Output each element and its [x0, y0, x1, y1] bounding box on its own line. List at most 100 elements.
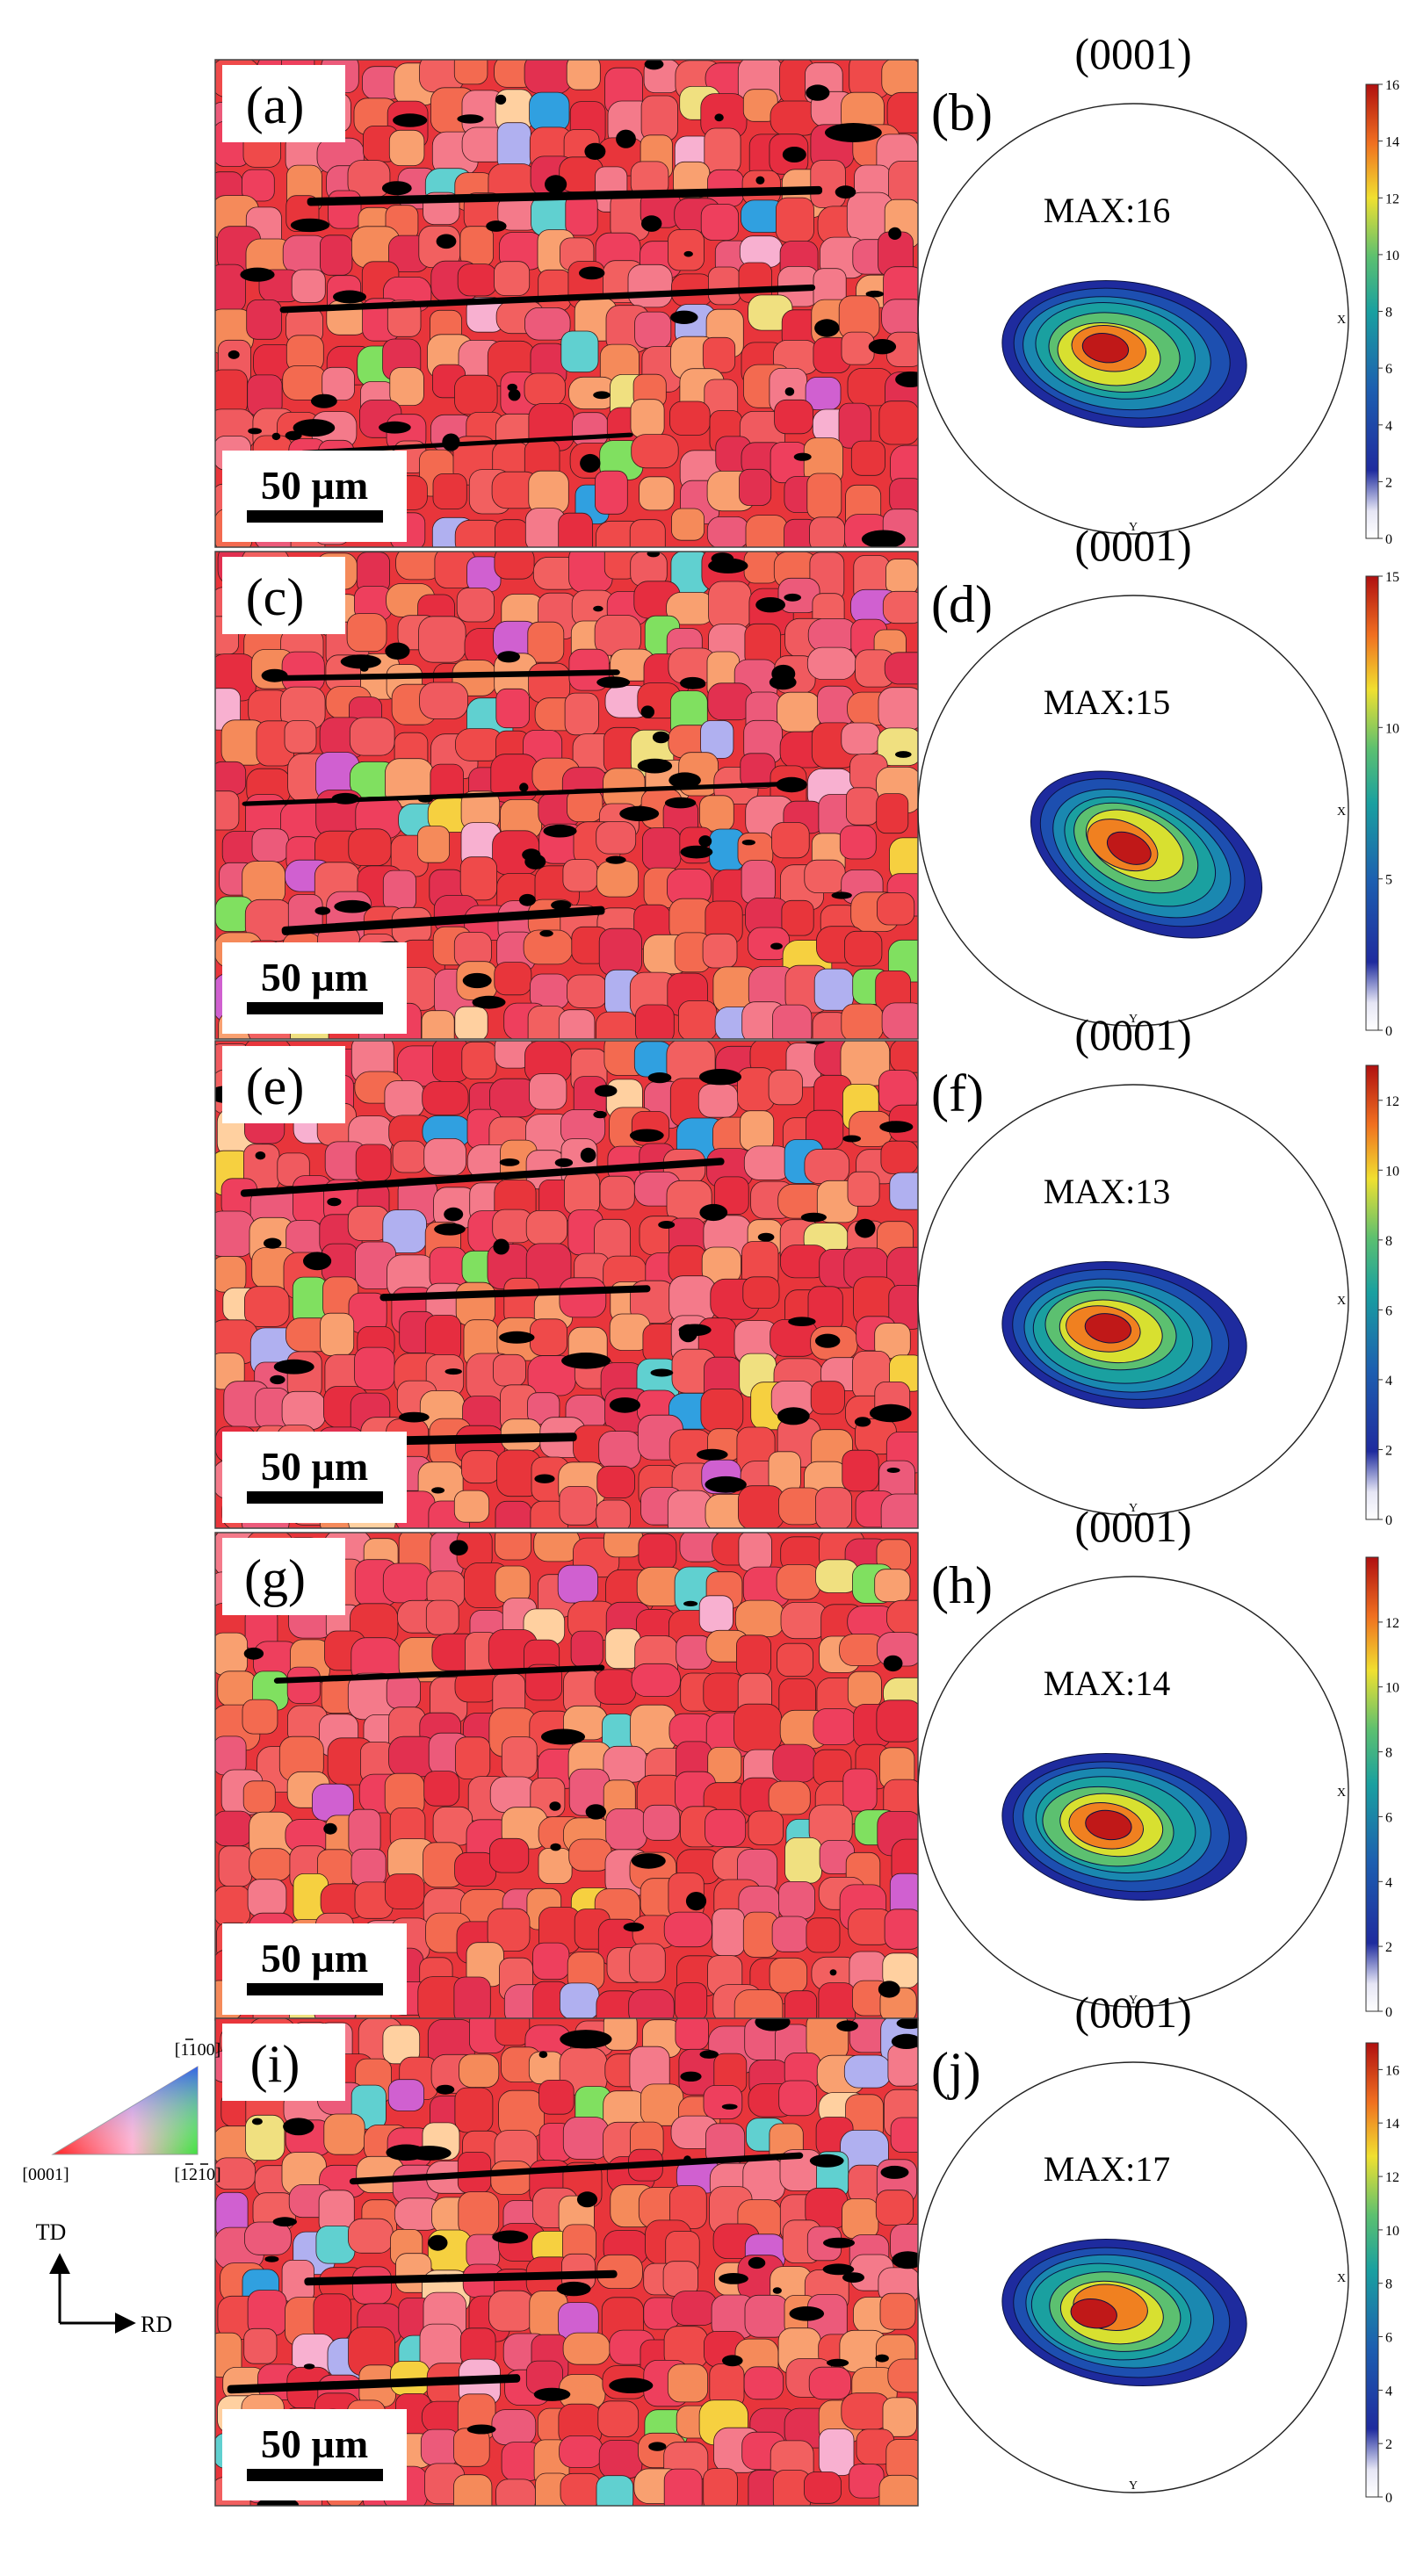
unindexed-spot — [815, 1333, 841, 1348]
unindexed-spot — [699, 2050, 719, 2059]
unindexed-spot — [680, 2071, 702, 2082]
grain — [392, 1140, 426, 1173]
unindexed-spot — [605, 855, 626, 864]
pole-figure-circle — [917, 1576, 1349, 2008]
grain — [878, 400, 918, 445]
grain — [810, 1381, 845, 1415]
grain — [313, 2293, 352, 2341]
grain — [384, 1873, 425, 1909]
pole-figure-x-axis: X — [1337, 2272, 1346, 2285]
grain — [459, 856, 498, 901]
grain — [739, 468, 772, 506]
unindexed-streak — [242, 781, 799, 806]
colorbar-tick-label: 12 — [1385, 1094, 1399, 1109]
grain — [244, 2114, 285, 2161]
colorbar-tick-label: 2 — [1385, 1940, 1392, 1955]
unindexed-spot — [664, 797, 697, 809]
colorbar-tick-label: 10 — [1385, 2224, 1399, 2239]
ebsd-label-box — [222, 1046, 345, 1123]
grain — [532, 1942, 570, 1981]
grain — [678, 1000, 718, 1039]
unindexed-spot — [264, 1237, 282, 1249]
grain — [596, 1499, 631, 1528]
grain — [627, 263, 673, 308]
grain — [699, 795, 734, 832]
grain — [598, 2440, 643, 2479]
grain — [734, 1703, 783, 1753]
grain — [738, 1533, 772, 1572]
grain — [489, 1837, 530, 1873]
unindexed-spot — [650, 1368, 674, 1377]
unindexed-spot — [827, 2358, 849, 2367]
unindexed-spot — [705, 1476, 747, 1493]
grain — [671, 508, 705, 541]
grain — [635, 1004, 675, 1039]
panel-row: (e) 50 µm (0001) (f) MAX:13 X Y 12 10 8 6 4 2 0 — [214, 1010, 1399, 1529]
unindexed-spot — [888, 227, 902, 240]
unindexed-spot — [270, 1375, 285, 1385]
scale-bar-box — [222, 1923, 407, 2015]
grain — [387, 299, 422, 337]
unindexed-spot — [640, 705, 654, 718]
colorbar-tick-label: 0 — [1385, 2005, 1392, 2020]
grain — [243, 1286, 290, 1327]
ebsd-label-box — [222, 2024, 345, 2101]
grain — [454, 374, 498, 415]
grain — [603, 1745, 648, 1783]
grain — [319, 235, 353, 276]
grain — [815, 1559, 859, 1593]
grain — [877, 892, 915, 926]
grain — [881, 299, 918, 336]
pole-figure-x-axis: X — [1337, 1786, 1346, 1800]
unindexed-spot — [698, 835, 712, 848]
grain — [734, 1599, 785, 1637]
grain — [495, 688, 530, 729]
grain — [704, 127, 741, 174]
unindexed-streak — [227, 2374, 521, 2394]
unindexed-spot — [561, 1353, 611, 1369]
grain — [778, 2080, 818, 2117]
grain — [349, 717, 395, 756]
grain — [874, 1569, 911, 1603]
grain — [572, 412, 609, 447]
pole-figure-max: MAX:13 — [1044, 1172, 1170, 1211]
unindexed-spot — [658, 1221, 676, 1229]
grain — [599, 1175, 635, 1210]
pole-figure-contour — [1070, 2298, 1117, 2329]
unindexed-streak — [379, 1285, 651, 1302]
grain — [562, 2117, 610, 2160]
grain — [748, 1810, 784, 1845]
unindexed-spot — [788, 1317, 816, 1326]
unindexed-spot — [393, 113, 428, 127]
grain — [708, 581, 752, 630]
unindexed-spot — [385, 642, 410, 660]
unindexed-spot — [678, 1324, 712, 1337]
colorbar-gradient — [1365, 83, 1379, 539]
grain — [596, 2475, 634, 2506]
pole-figure-panel-label: (h) — [931, 1556, 993, 1614]
unindexed-spot — [576, 2191, 598, 2208]
grain — [491, 2409, 537, 2446]
grain — [781, 899, 814, 936]
colorbar-tick-label: 10 — [1385, 1164, 1399, 1179]
unindexed-spot — [499, 1331, 535, 1344]
pole-figure-y-axis: Y — [1129, 1502, 1138, 1515]
unindexed-spot — [822, 2263, 855, 2276]
ipf-key-label-right: [1210] — [174, 2165, 220, 2184]
pole-figure-x-axis: X — [1337, 314, 1346, 327]
colorbar-tick-label: 2 — [1385, 1444, 1392, 1459]
grain — [323, 2113, 365, 2155]
pole-figure-panel-label: (f) — [931, 1064, 984, 1122]
unindexed-spot — [271, 432, 281, 441]
unindexed-spot — [616, 129, 636, 148]
unindexed-spot — [883, 1655, 903, 1672]
grain — [346, 613, 387, 653]
unindexed-spot — [777, 1407, 810, 1425]
pole-figure-x-axis: X — [1337, 1295, 1346, 1308]
grain — [703, 2084, 743, 2119]
pole-figure: (0001) (f) MAX:13 X Y — [917, 1010, 1349, 1516]
unindexed-spot — [508, 389, 521, 401]
panel-row: (i) 50 µm (0001) (j) MAX:17 X Y 16 14 12 10 8 6 4 2 0 — [214, 1988, 1399, 2507]
grain — [842, 2198, 879, 2240]
unindexed-spot — [472, 995, 506, 1009]
